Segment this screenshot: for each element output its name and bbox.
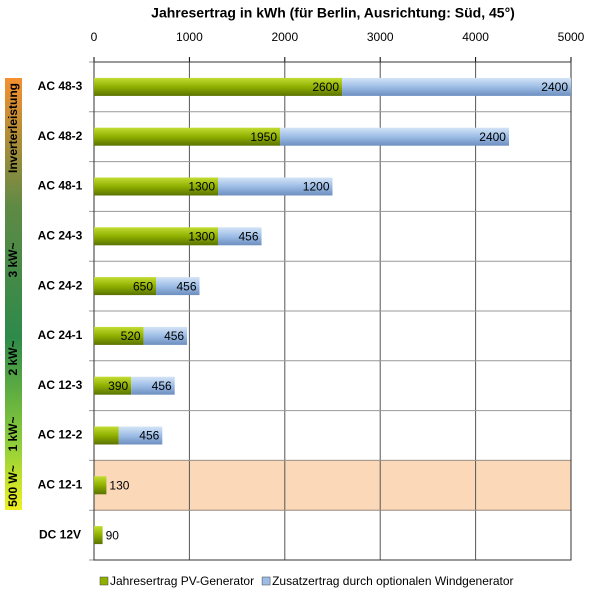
inverter-scale bbox=[5, 78, 22, 510]
value-label: 456 bbox=[152, 379, 172, 393]
value-label: 650 bbox=[133, 279, 153, 293]
bar-segment bbox=[94, 376, 132, 395]
bar-segment bbox=[94, 326, 144, 345]
value-label: 456 bbox=[176, 279, 196, 293]
bar-segment bbox=[94, 177, 219, 196]
bar-segment bbox=[94, 277, 157, 296]
bar-segment bbox=[342, 77, 571, 96]
y-tick-label: AC 48-1 bbox=[38, 179, 83, 193]
x-tick-label: 2000 bbox=[271, 30, 298, 44]
legend-swatch bbox=[99, 576, 109, 586]
legend-label: Zusatzertrag durch optionalen Windgenera… bbox=[272, 574, 513, 588]
bar-segment bbox=[280, 127, 509, 146]
bar-segment bbox=[218, 227, 262, 246]
value-label: 520 bbox=[121, 329, 141, 343]
annotation: 2 kW~ bbox=[6, 340, 20, 375]
value-label: 2600 bbox=[312, 80, 339, 94]
y-tick-label: AC 12-1 bbox=[38, 477, 83, 491]
value-label: 390 bbox=[108, 379, 128, 393]
bar-segment bbox=[131, 376, 175, 395]
bar-segment bbox=[94, 526, 103, 545]
x-tick-label: 4000 bbox=[462, 30, 489, 44]
value-label: 2400 bbox=[479, 130, 506, 144]
y-tick-label: AC 24-1 bbox=[38, 328, 83, 342]
value-label: 1950 bbox=[250, 130, 277, 144]
bar-segment bbox=[118, 426, 163, 445]
value-label: 2400 bbox=[541, 80, 568, 94]
value-label: 456 bbox=[139, 429, 159, 443]
y-tick-label: DC 12V bbox=[39, 527, 81, 541]
y-tick-label: AC 24-2 bbox=[38, 278, 83, 292]
annotation: 1 kW~ bbox=[6, 416, 20, 451]
legend-label: Jahresertrag PV-Generator bbox=[110, 574, 254, 588]
chart-title: Jahresertrag in kWh (für Berlin, Ausrich… bbox=[151, 5, 515, 21]
bar-segment bbox=[94, 476, 107, 495]
highlight-row bbox=[93, 459, 572, 511]
value-label: 1200 bbox=[303, 180, 330, 194]
value-label: 456 bbox=[238, 229, 258, 243]
value-label: 1300 bbox=[188, 229, 215, 243]
value-label: 1300 bbox=[188, 180, 215, 194]
y-tick-label: AC 24-3 bbox=[38, 228, 83, 242]
bar-segment bbox=[143, 326, 188, 345]
y-tick-label: AC 12-2 bbox=[38, 428, 83, 442]
plot-frame bbox=[93, 61, 572, 561]
y-tick-label: AC 12-3 bbox=[38, 378, 83, 392]
bar-segment bbox=[94, 127, 281, 146]
bar-segment bbox=[94, 227, 219, 246]
value-label: 90 bbox=[106, 528, 120, 542]
bar-segment bbox=[218, 177, 333, 196]
bar-segment bbox=[156, 277, 200, 296]
annotation: Inverterleistung bbox=[6, 83, 20, 173]
value-label: 456 bbox=[164, 329, 184, 343]
bar-segment bbox=[94, 77, 343, 96]
annotation: 3 kW~ bbox=[6, 242, 20, 277]
x-tick-label: 5000 bbox=[558, 30, 585, 44]
x-tick-label: 0 bbox=[91, 30, 98, 44]
annotation: 500 W~ bbox=[6, 465, 20, 507]
value-label: 130 bbox=[109, 478, 129, 492]
y-tick-label: AC 48-3 bbox=[38, 79, 83, 93]
x-tick-label: 1000 bbox=[176, 30, 203, 44]
legend-swatch bbox=[261, 576, 271, 586]
bar-segment bbox=[94, 426, 119, 445]
y-tick-label: AC 48-2 bbox=[38, 129, 83, 143]
x-tick-label: 3000 bbox=[367, 30, 394, 44]
